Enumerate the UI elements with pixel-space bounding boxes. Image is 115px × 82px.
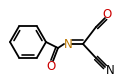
Text: O: O xyxy=(102,7,111,20)
Text: N: N xyxy=(105,63,113,77)
Text: O: O xyxy=(46,60,55,72)
Text: N: N xyxy=(63,37,72,51)
